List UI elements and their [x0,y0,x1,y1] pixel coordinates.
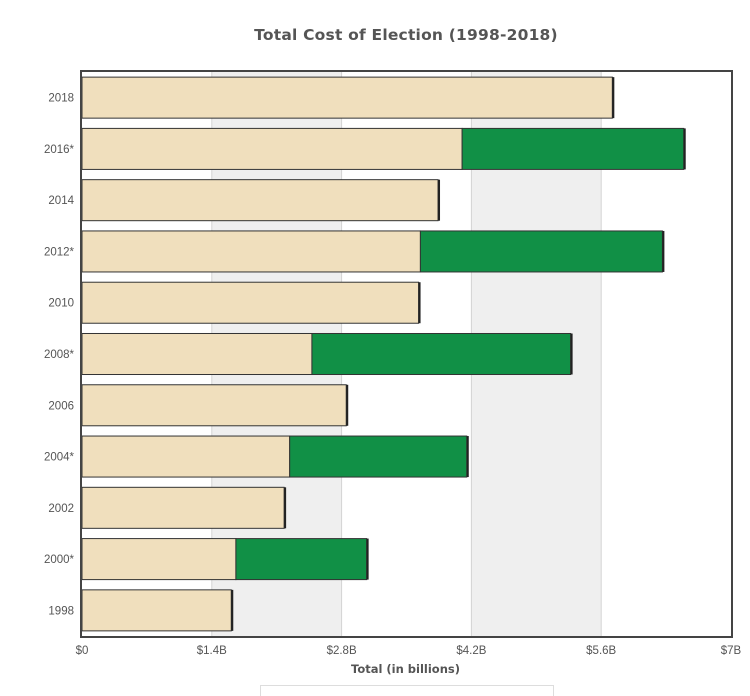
y-tick-label: 2010 [48,298,74,310]
bar-2016-series-1 [81,127,463,170]
x-tick-label: $2.8B [327,645,357,657]
bar-2006-series-1 [81,384,347,427]
x-tick-label: $0 [76,645,89,657]
y-tick-label: 2000* [44,554,75,566]
bar-2004-series-1 [81,435,291,478]
y-tick-label: 2002 [48,503,74,515]
bar-2008-series-2 [311,332,572,376]
x-tick-label: $7B [721,645,742,657]
y-tick-label: 2012* [44,246,75,258]
bar-2014-series-1 [81,179,439,222]
bar-2000-series-1 [81,538,237,581]
bar-2004-series-2 [289,435,468,478]
bar-1998-series-1 [81,589,232,632]
y-tick-label: 1998 [48,605,74,617]
y-tick-label: 2014 [48,195,74,207]
bar-2008-series-1 [81,332,313,376]
y-tick-label: 2016* [44,144,75,156]
y-tick-label: 2004* [44,452,75,464]
y-tick-label: 2018 [48,93,74,105]
x-axis-label: Total (in billions) [351,662,460,676]
bar-2016-series-2 [461,127,685,170]
bar-2010-series-1 [81,281,420,324]
bar-2012-series-1 [81,230,421,273]
x-tick-label: $4.2B [456,645,486,657]
x-tick-label: $5.6B [586,645,616,657]
x-tick-label: $1.4B [197,645,227,657]
plot-border [80,70,733,638]
bar-2000-series-2 [235,538,368,581]
bar-2002-series-1 [81,486,285,529]
bar-2018-series-1 [81,76,613,119]
y-tick-label: 2006 [48,400,74,412]
chart-title: Total Cost of Election (1998-2018) [254,26,558,44]
bar-2012-series-2 [419,230,663,273]
y-tick-label: 2008* [44,349,75,361]
